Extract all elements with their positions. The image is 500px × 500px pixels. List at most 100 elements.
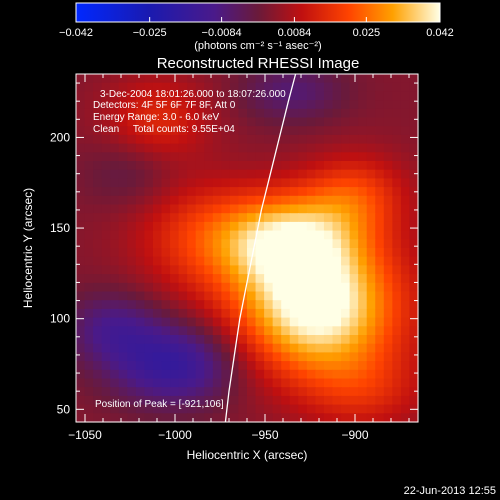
heatmap-cell xyxy=(332,317,342,327)
heatmap-cell xyxy=(204,291,214,301)
heatmap-cell xyxy=(281,134,291,145)
heatmap-cell xyxy=(264,413,274,423)
heatmap-cell xyxy=(247,74,257,84)
heatmap-cell xyxy=(383,352,393,362)
heatmap-cell xyxy=(161,395,171,406)
heatmap-cell xyxy=(101,404,111,414)
heatmap-cell xyxy=(161,230,171,240)
heatmap-cell xyxy=(152,178,163,188)
heatmap-cell xyxy=(127,126,137,136)
heatmap-cell xyxy=(281,100,291,110)
heatmap-cell xyxy=(255,100,265,110)
heatmap-cell xyxy=(118,161,128,171)
heatmap-cell xyxy=(118,369,128,380)
heatmap-cell xyxy=(255,369,265,380)
heatmap-cell xyxy=(332,134,342,145)
heatmap-cell xyxy=(178,195,188,206)
heatmap-cell xyxy=(127,117,137,127)
heatmap-cell xyxy=(187,413,197,423)
heatmap-cell xyxy=(409,221,419,232)
heatmap-cell xyxy=(204,100,214,110)
heatmap-cell xyxy=(315,230,325,240)
heatmap-cell xyxy=(238,195,248,206)
heatmap-cell xyxy=(93,134,103,145)
heatmap-cell xyxy=(204,82,214,92)
heatmap-cell xyxy=(84,343,94,353)
heatmap-cell xyxy=(76,187,86,197)
heatmap-cell xyxy=(298,317,308,327)
heatmap-cell xyxy=(170,230,180,240)
heatmap-cell xyxy=(264,195,274,206)
heatmap-cell xyxy=(238,308,248,319)
heatmap-cell xyxy=(101,126,111,136)
heatmap-cell xyxy=(289,265,299,275)
heatmap-cell xyxy=(118,308,128,319)
heatmap-cell xyxy=(101,256,111,266)
heatmap-cell xyxy=(306,282,316,293)
heatmap-cell xyxy=(341,187,351,197)
heatmap-cell xyxy=(247,361,257,371)
heatmap-cell xyxy=(349,91,359,101)
heatmap-cell xyxy=(375,91,385,101)
heatmap-cell xyxy=(264,239,274,249)
heatmap-cell xyxy=(195,343,205,353)
heatmap-cell xyxy=(212,213,222,223)
heatmap-cell xyxy=(289,317,299,327)
heatmap-cell xyxy=(127,317,137,327)
heatmap-cell xyxy=(281,126,291,136)
heatmap-cell xyxy=(289,282,299,293)
heatmap-cell xyxy=(341,74,351,84)
heatmap-cell xyxy=(281,117,291,127)
heatmap-cell xyxy=(392,74,402,84)
heatmap-cell xyxy=(375,395,385,406)
heatmap-cell xyxy=(84,274,94,284)
heatmap-cell xyxy=(152,335,163,345)
heatmap-cell xyxy=(118,361,128,371)
heatmap-cell xyxy=(315,169,325,179)
y-tick-label: 200 xyxy=(50,130,70,144)
heatmap-cell xyxy=(247,169,257,179)
heatmap-cell xyxy=(84,117,94,127)
heatmap-cell xyxy=(349,204,359,214)
heatmap-cell xyxy=(341,82,351,92)
heatmap-cell xyxy=(127,91,137,101)
heatmap-cell xyxy=(247,387,257,397)
heatmap-cell xyxy=(144,108,154,119)
heatmap-cell xyxy=(110,152,120,162)
heatmap-cell xyxy=(366,91,376,101)
heatmap-cell xyxy=(332,300,342,310)
heatmap-cell xyxy=(161,91,171,101)
heatmap-cell xyxy=(93,117,103,127)
heatmap-cell xyxy=(195,187,205,197)
heatmap-cell xyxy=(341,91,351,101)
heatmap-cell xyxy=(93,369,103,380)
heatmap-cell xyxy=(272,343,282,353)
heatmap-cell xyxy=(118,248,128,258)
heatmap-cell xyxy=(383,404,393,414)
heatmap-cell xyxy=(212,126,222,136)
heatmap-cell xyxy=(84,230,94,240)
heatmap-cell xyxy=(264,230,274,240)
heatmap-cell xyxy=(152,395,163,406)
y-tick-label: 150 xyxy=(50,221,70,235)
heatmap-cell xyxy=(118,117,128,127)
heatmap-cell xyxy=(76,213,86,223)
heatmap-cell xyxy=(101,82,111,92)
heatmap-cell xyxy=(101,239,111,249)
heatmap-cell xyxy=(341,335,351,345)
heatmap-cell xyxy=(101,369,111,380)
heatmap-cell xyxy=(178,117,188,127)
heatmap-cell xyxy=(229,82,240,92)
heatmap-cell xyxy=(110,126,120,136)
heatmap-cell xyxy=(110,91,120,101)
heatmap-cell xyxy=(409,387,419,397)
heatmap-cell xyxy=(238,369,248,380)
heatmap-cell xyxy=(289,326,299,336)
heatmap-cell xyxy=(247,230,257,240)
heatmap-cell xyxy=(349,300,359,310)
heatmap-cell xyxy=(212,187,222,197)
heatmap-cell xyxy=(272,178,282,188)
heatmap-cell xyxy=(135,126,145,136)
heatmap-cell xyxy=(264,161,274,171)
heatmap-cell xyxy=(221,343,231,353)
